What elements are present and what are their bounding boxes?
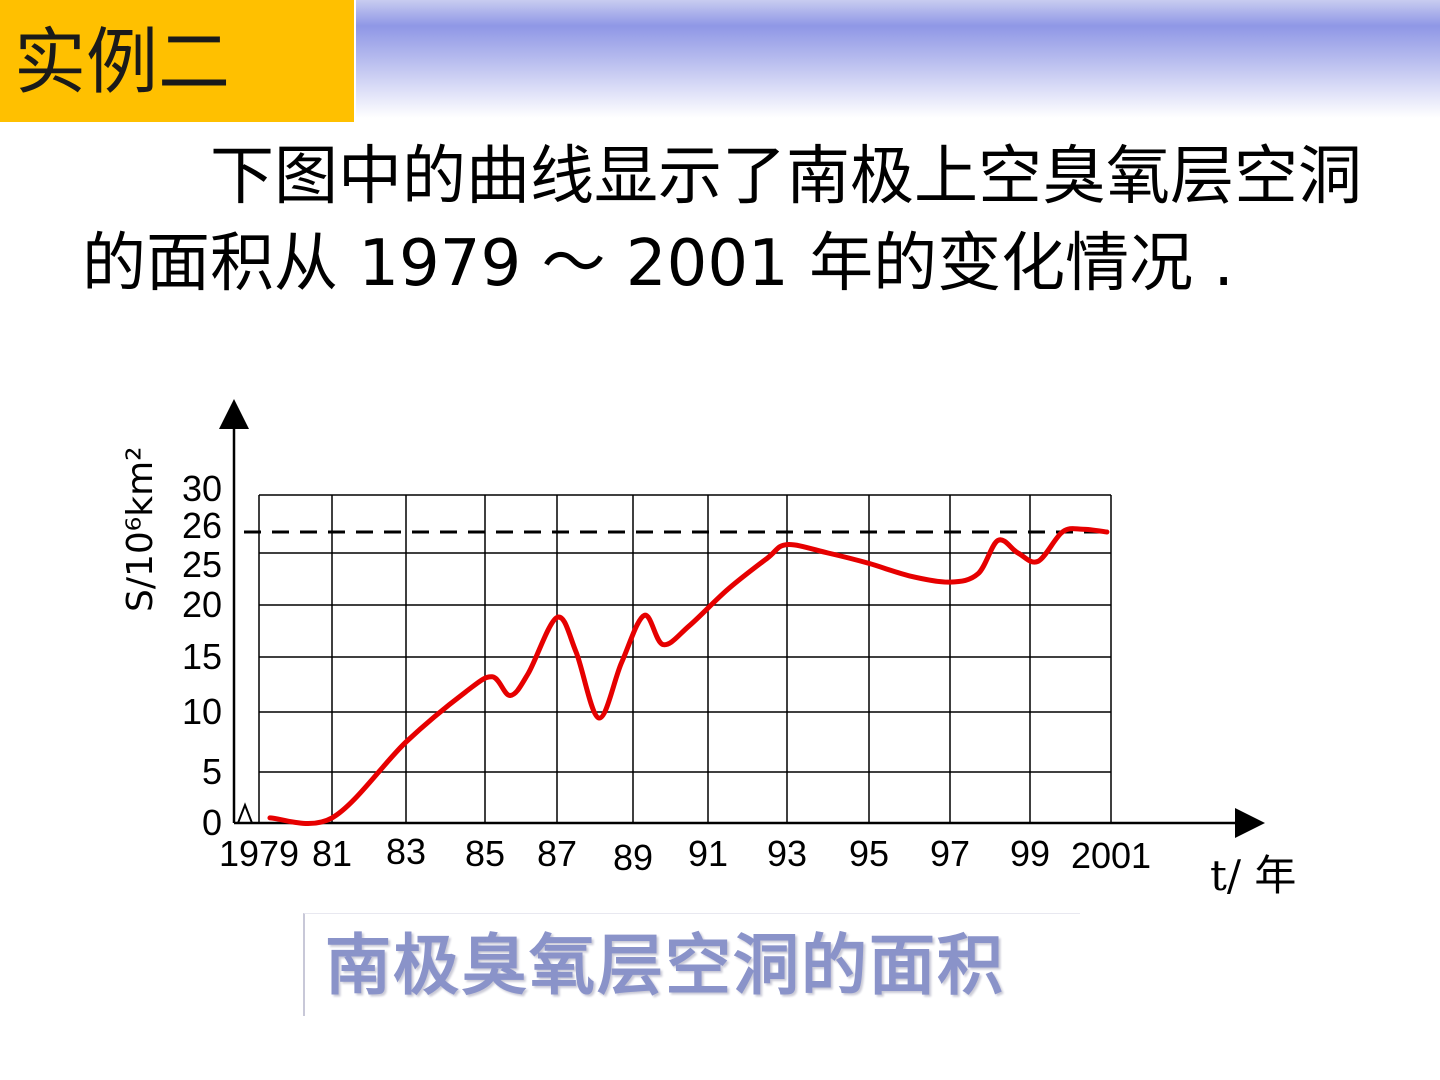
y-tick-label: 30 xyxy=(182,468,222,509)
x-tick-label: 81 xyxy=(312,833,352,874)
chart-grid xyxy=(258,494,1112,823)
x-tick-label: 1979 xyxy=(219,833,299,874)
x-tick-label: 2001 xyxy=(1071,835,1151,876)
y-tick-label: 5 xyxy=(202,751,222,792)
y-tick-label: 20 xyxy=(182,584,222,625)
x-tick-label: 99 xyxy=(1010,833,1050,874)
caption-box: 南极臭氧层空洞的面积 xyxy=(303,913,1080,1016)
axis-break-mark xyxy=(237,802,253,824)
slide-title: 实例二 xyxy=(14,20,231,104)
x-tick-labels: 1979 81 83 85 87 89 91 93 95 97 99 2001 xyxy=(219,831,1151,878)
x-tick-label: 85 xyxy=(465,833,505,874)
x-tick-label: 95 xyxy=(849,833,889,874)
x-tick-label: 83 xyxy=(386,831,426,872)
x-axis-label: t/ 年 xyxy=(1210,851,1296,900)
body-text-content: 下图中的曲线显示了南极上空臭氧层空洞的面积从 1979 ～ 2001 年的变化情… xyxy=(82,140,1362,301)
title-gradient-band xyxy=(356,0,1440,118)
x-tick-label: 93 xyxy=(767,833,807,874)
y-axis-label: S/10⁶km² xyxy=(120,446,161,612)
x-tick-label: 91 xyxy=(688,833,728,874)
y-tick-label: 10 xyxy=(182,691,222,732)
chart-caption: 南极臭氧层空洞的面积 xyxy=(325,926,1005,1004)
slide-title-box: 实例二 xyxy=(0,0,354,122)
y-axis-label-text: S/10⁶km² xyxy=(120,446,161,612)
y-tick-label: 26 xyxy=(182,505,222,546)
chart-axes xyxy=(219,399,1265,838)
y-tick-label: 0 xyxy=(202,802,222,843)
slide-body-text: 下图中的曲线显示了南极上空臭氧层空洞的面积从 1979 ～ 2001 年的变化情… xyxy=(82,134,1382,308)
y-tick-label: 25 xyxy=(182,544,222,585)
y-tick-label: 15 xyxy=(182,636,222,677)
x-tick-label: 89 xyxy=(613,837,653,878)
x-tick-label: 87 xyxy=(537,833,577,874)
x-tick-label: 97 xyxy=(930,833,970,874)
ozone-area-curve xyxy=(267,526,1110,827)
